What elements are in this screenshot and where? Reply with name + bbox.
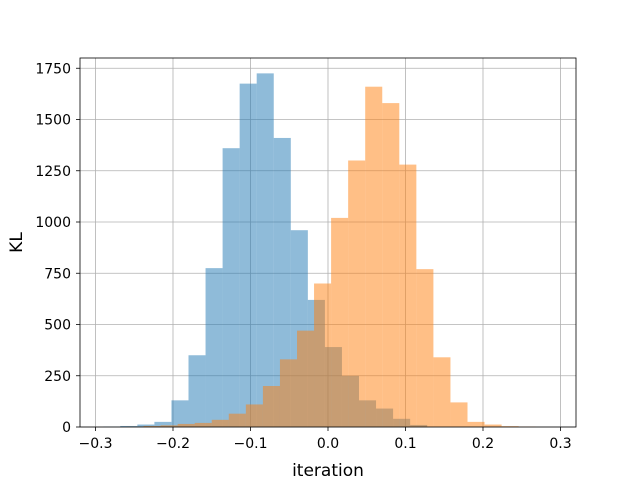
y-tick-label: 750 bbox=[44, 266, 71, 282]
histogram-bar bbox=[194, 422, 212, 427]
histogram-bar bbox=[450, 402, 468, 427]
tick-labels: −0.3 −0.2 −0.1 0.0 0.1 0.2 0.3 0 250 500 750 1000 12… bbox=[35, 61, 571, 452]
y-tick-label: 1000 bbox=[35, 215, 71, 231]
axes bbox=[76, 57, 577, 431]
y-tick-label: 0 bbox=[62, 420, 71, 436]
histogram-bar bbox=[160, 425, 178, 427]
histogram-bar bbox=[154, 421, 172, 427]
histogram-bar bbox=[188, 355, 206, 427]
histogram-bar bbox=[365, 86, 383, 427]
y-tick-label: 1750 bbox=[35, 61, 71, 77]
histogram-bar bbox=[273, 137, 291, 427]
histogram-bar bbox=[228, 413, 246, 427]
x-tick-label: −0.1 bbox=[234, 436, 268, 452]
histogram-bar bbox=[205, 268, 223, 427]
histogram-bar bbox=[416, 269, 434, 427]
histogram-bar bbox=[245, 404, 263, 427]
y-tick-label: 1250 bbox=[35, 164, 71, 180]
histogram-bar bbox=[222, 148, 240, 427]
histogram-bar bbox=[256, 73, 274, 427]
y-axis-label: KL bbox=[7, 232, 27, 253]
histogram-bar bbox=[297, 330, 315, 427]
y-tick-label: 250 bbox=[44, 369, 71, 385]
histogram-bar bbox=[314, 283, 332, 427]
histogram-bar bbox=[331, 217, 349, 427]
histogram-bar bbox=[501, 426, 519, 427]
y-tick-label: 500 bbox=[44, 318, 71, 334]
histogram-bar bbox=[211, 419, 229, 427]
histogram-bar bbox=[262, 386, 280, 427]
x-tick-label: −0.2 bbox=[156, 436, 190, 452]
histogram-bar bbox=[171, 400, 189, 427]
x-tick-label: 0.0 bbox=[317, 436, 339, 452]
histogram-bar bbox=[279, 359, 297, 427]
x-tick-label: 0.1 bbox=[394, 436, 416, 452]
x-tick-label: 0.3 bbox=[549, 436, 571, 452]
x-tick-label: −0.3 bbox=[79, 436, 113, 452]
histogram-bar bbox=[467, 421, 485, 427]
y-tick-label: 1500 bbox=[35, 113, 71, 129]
histogram-bar bbox=[348, 160, 366, 427]
histogram-bar bbox=[433, 357, 451, 427]
histogram-bar bbox=[177, 423, 195, 427]
histogram-bar bbox=[382, 103, 400, 427]
histogram-bars bbox=[103, 73, 536, 427]
histogram-bar bbox=[484, 424, 502, 427]
histogram-bar bbox=[137, 424, 155, 427]
histogram-bar bbox=[143, 425, 161, 427]
histogram-bar bbox=[399, 164, 417, 427]
x-axis-label: iteration bbox=[292, 461, 364, 480]
histogram-bar bbox=[239, 83, 257, 427]
x-tick-label: 0.2 bbox=[472, 436, 494, 452]
histogram-bar bbox=[120, 425, 138, 427]
